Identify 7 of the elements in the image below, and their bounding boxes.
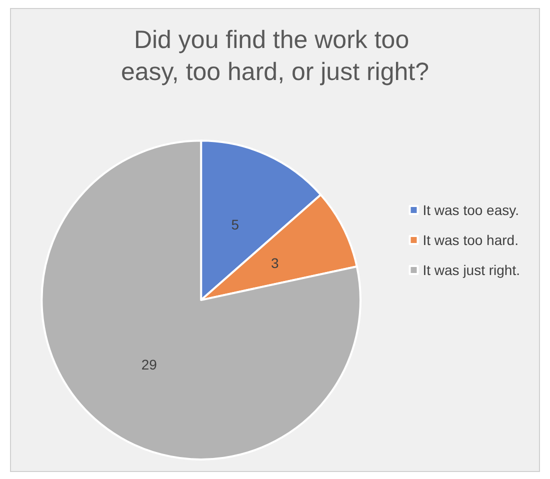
data-label: 5 (231, 216, 240, 233)
chart-title: Did you find the work too easy, too hard, or just right? (120, 26, 430, 86)
data-label: 3 (271, 254, 280, 271)
legend-label: It was too hard. (422, 232, 518, 248)
legend-label: It was just right. (422, 262, 520, 278)
legend-label: It was too easy. (422, 202, 519, 218)
data-label: 29 (141, 356, 158, 372)
